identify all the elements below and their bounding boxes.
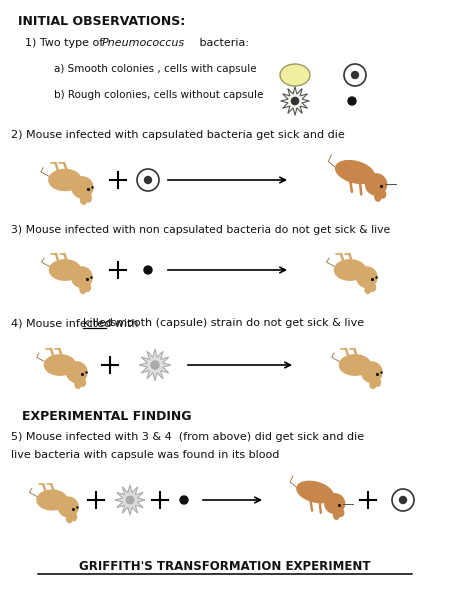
Circle shape xyxy=(365,174,387,195)
Circle shape xyxy=(144,176,152,184)
Circle shape xyxy=(126,496,134,504)
Ellipse shape xyxy=(45,355,76,375)
Ellipse shape xyxy=(297,481,333,503)
Ellipse shape xyxy=(72,513,76,521)
Circle shape xyxy=(351,71,359,79)
Circle shape xyxy=(72,177,93,198)
Ellipse shape xyxy=(375,379,381,386)
Text: smooth (capsule) strain do not get sick & live: smooth (capsule) strain do not get sick … xyxy=(107,318,364,328)
Circle shape xyxy=(356,267,377,287)
Ellipse shape xyxy=(338,509,344,517)
Ellipse shape xyxy=(81,196,87,204)
Text: 2) Mouse infected with capsulated bacteria get sick and die: 2) Mouse infected with capsulated bacter… xyxy=(11,130,345,140)
Ellipse shape xyxy=(333,511,339,519)
Ellipse shape xyxy=(370,283,375,291)
Circle shape xyxy=(180,496,188,504)
Text: Pneumococcus: Pneumococcus xyxy=(101,38,184,48)
Circle shape xyxy=(72,267,92,287)
Text: bacteria:: bacteria: xyxy=(196,38,249,48)
Circle shape xyxy=(67,362,87,382)
Ellipse shape xyxy=(339,355,371,375)
Ellipse shape xyxy=(37,490,67,510)
Ellipse shape xyxy=(375,193,381,201)
Ellipse shape xyxy=(336,161,374,184)
Text: 3) Mouse infected with non capsulated bacteria do not get sick & live: 3) Mouse infected with non capsulated ba… xyxy=(11,225,391,235)
Ellipse shape xyxy=(370,380,376,388)
Text: INITIAL OBSERVATIONS:: INITIAL OBSERVATIONS: xyxy=(18,15,185,28)
Ellipse shape xyxy=(80,379,86,386)
Polygon shape xyxy=(115,485,145,515)
Circle shape xyxy=(400,497,406,503)
Circle shape xyxy=(362,362,382,382)
Ellipse shape xyxy=(67,514,72,523)
Circle shape xyxy=(151,361,159,369)
Ellipse shape xyxy=(80,285,86,293)
Text: 1) Two type of: 1) Two type of xyxy=(25,38,107,48)
Circle shape xyxy=(325,494,345,514)
Ellipse shape xyxy=(86,194,91,202)
Circle shape xyxy=(292,97,299,104)
Text: live bacteria with capsule was found in its blood: live bacteria with capsule was found in … xyxy=(11,450,279,460)
Text: EXPERIMENTAL FINDING: EXPERIMENTAL FINDING xyxy=(22,410,192,423)
Circle shape xyxy=(58,497,78,517)
Ellipse shape xyxy=(280,64,310,86)
Text: a) Smooth colonies , cells with capsule: a) Smooth colonies , cells with capsule xyxy=(54,64,256,74)
Ellipse shape xyxy=(49,169,81,191)
Ellipse shape xyxy=(365,285,371,293)
Ellipse shape xyxy=(75,380,81,388)
Text: killed: killed xyxy=(83,318,113,328)
Ellipse shape xyxy=(50,260,81,280)
Ellipse shape xyxy=(334,260,365,280)
Polygon shape xyxy=(281,86,310,115)
Text: GRIFFITH'S TRANSFORMATION EXPERIMENT: GRIFFITH'S TRANSFORMATION EXPERIMENT xyxy=(79,560,371,573)
Circle shape xyxy=(144,266,152,274)
Polygon shape xyxy=(139,349,171,381)
Text: b) Rough colonies, cells without capsule: b) Rough colonies, cells without capsule xyxy=(54,90,263,100)
Text: 4) Mouse infected with: 4) Mouse infected with xyxy=(11,318,142,328)
Ellipse shape xyxy=(85,283,90,291)
Text: 5) Mouse infected with 3 & 4  (from above) did get sick and die: 5) Mouse infected with 3 & 4 (from above… xyxy=(11,432,364,442)
Circle shape xyxy=(348,97,356,105)
Ellipse shape xyxy=(380,191,386,198)
